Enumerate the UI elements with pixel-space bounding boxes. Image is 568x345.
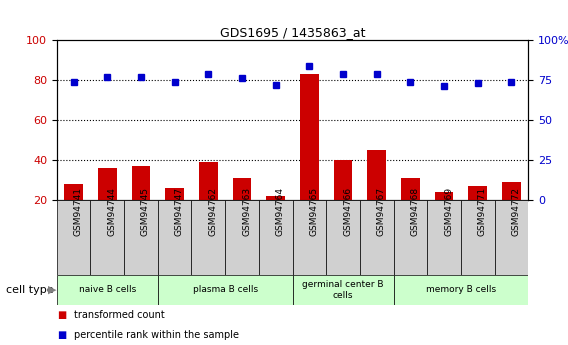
Text: GSM94747: GSM94747 xyxy=(175,187,183,236)
Bar xyxy=(502,182,521,200)
Bar xyxy=(233,178,251,200)
Bar xyxy=(435,192,453,200)
Bar xyxy=(360,200,394,275)
Bar xyxy=(57,200,90,275)
Bar xyxy=(401,178,420,200)
Text: GSM94763: GSM94763 xyxy=(242,187,251,236)
Text: GSM94767: GSM94767 xyxy=(377,187,386,236)
Bar xyxy=(64,184,83,200)
Bar xyxy=(293,200,326,275)
Text: GSM94745: GSM94745 xyxy=(141,187,150,236)
Bar xyxy=(427,200,461,275)
Bar xyxy=(124,200,158,275)
Text: naive B cells: naive B cells xyxy=(79,286,136,295)
Bar xyxy=(300,74,319,200)
Bar xyxy=(158,200,191,275)
Text: GSM94771: GSM94771 xyxy=(478,187,487,236)
Bar xyxy=(225,200,259,275)
Bar xyxy=(461,200,495,275)
Text: percentile rank within the sample: percentile rank within the sample xyxy=(74,330,239,340)
Bar xyxy=(132,166,151,200)
Bar xyxy=(394,275,528,305)
Text: GSM94765: GSM94765 xyxy=(310,187,318,236)
Text: ▶: ▶ xyxy=(48,285,57,295)
Text: cell type: cell type xyxy=(6,285,53,295)
Bar xyxy=(191,200,225,275)
Bar xyxy=(90,200,124,275)
Bar xyxy=(495,200,528,275)
Bar xyxy=(367,150,386,200)
Bar xyxy=(293,275,394,305)
Bar xyxy=(98,168,116,200)
Text: GSM94764: GSM94764 xyxy=(275,187,285,236)
Bar xyxy=(199,162,218,200)
Bar xyxy=(326,200,360,275)
Text: GSM94741: GSM94741 xyxy=(74,187,82,236)
Text: GSM94766: GSM94766 xyxy=(343,187,352,236)
Text: memory B cells: memory B cells xyxy=(426,286,496,295)
Text: GSM94772: GSM94772 xyxy=(511,187,520,236)
Text: transformed count: transformed count xyxy=(74,310,165,320)
Text: ■: ■ xyxy=(57,330,66,340)
Text: GSM94744: GSM94744 xyxy=(107,187,116,236)
Bar xyxy=(57,275,158,305)
Bar xyxy=(259,200,293,275)
Bar xyxy=(394,200,427,275)
Text: plasma B cells: plasma B cells xyxy=(193,286,258,295)
Bar xyxy=(165,188,184,200)
Bar xyxy=(334,160,352,200)
Title: GDS1695 / 1435863_at: GDS1695 / 1435863_at xyxy=(220,26,365,39)
Bar xyxy=(158,275,293,305)
Text: germinal center B
cells: germinal center B cells xyxy=(302,280,384,300)
Bar xyxy=(266,196,285,200)
Text: ■: ■ xyxy=(57,310,66,320)
Text: GSM94768: GSM94768 xyxy=(410,187,419,236)
Bar xyxy=(469,186,487,200)
Text: GSM94762: GSM94762 xyxy=(208,187,218,236)
Text: GSM94769: GSM94769 xyxy=(444,187,453,236)
